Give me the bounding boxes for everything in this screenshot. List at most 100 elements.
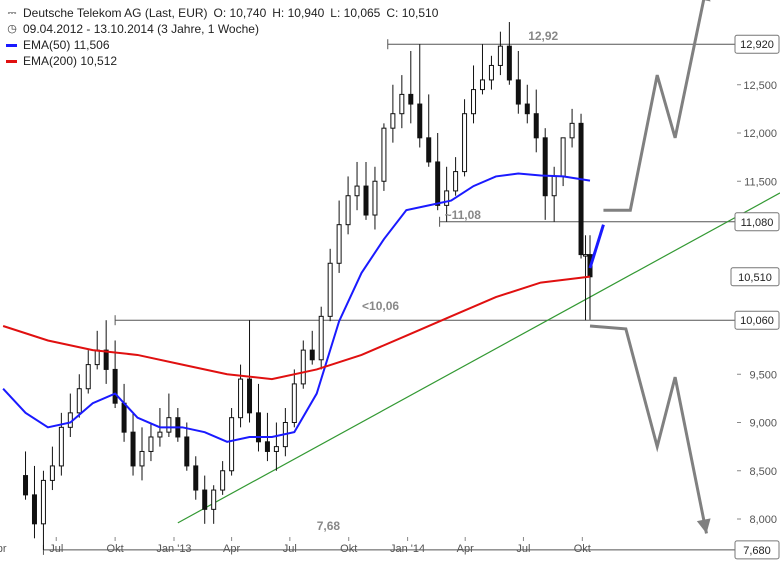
candle-body [121, 402, 127, 433]
candle-body [166, 417, 172, 433]
y-tick-label: 12,000 [743, 128, 777, 140]
candle-body [58, 426, 64, 467]
clock-icon: ◷ [7, 23, 17, 35]
legend-period-row: ◷ 09.04.2012 - 13.10.2014 (3 Jahre, 1 Wo… [6, 21, 438, 37]
candle-body [533, 113, 539, 139]
legend-ema50-row: EMA(50) 11,506 [6, 37, 438, 53]
y-tick-label: 9,000 [749, 418, 777, 430]
instrument-name: Deutsche Telekom AG (Last, EUR) [23, 6, 208, 20]
chart-legend: ⎓ Deutsche Telekom AG (Last, EUR) O: 10,… [6, 5, 438, 69]
candle-body [363, 185, 369, 216]
level-label-box [734, 540, 780, 560]
x-tick-label: Apr [223, 543, 240, 555]
ema50-line [2, 172, 591, 443]
candle-body [49, 465, 55, 481]
candle-body [327, 262, 333, 317]
close-value: 10,510 [401, 6, 439, 20]
y-tick-label: 9,500 [749, 369, 777, 381]
candle-body [31, 494, 37, 525]
ema50-swatch [6, 43, 17, 47]
period-text: 09.04.2012 - 13.10.2014 (3 Jahre, 1 Woch… [23, 22, 259, 36]
level-annotation: ~11,08 [445, 208, 482, 222]
candle-body [157, 431, 163, 438]
scenario-bullish-arrowhead [703, 0, 711, 2]
candle-body [479, 79, 485, 91]
level-label: 11,080 [741, 217, 774, 229]
x-tick-label: Jan '13 [156, 543, 191, 555]
high-label: H: [272, 6, 285, 20]
level-label-box [734, 212, 780, 232]
scenario-rebound-path [588, 224, 605, 269]
candle-body [184, 436, 190, 467]
candle-body [583, 254, 589, 257]
x-tick-label: Jul [283, 543, 297, 555]
candle-body [372, 180, 378, 216]
y-tick-label: 12,500 [743, 80, 777, 92]
level-annotation: <10,06 [362, 299, 399, 313]
x-tick-label: Okt [574, 543, 591, 555]
y-tick-label: 8,000 [749, 514, 777, 526]
ema200-value: 10,512 [80, 54, 118, 68]
candlestick-icon: ⎓ [7, 7, 17, 19]
candle-body [524, 103, 530, 115]
legend-ema200-row: EMA(200) 10,512 [6, 53, 438, 69]
level-annotations: 12,92 ~11,08 <10,06 7,68 [317, 29, 559, 533]
candle-body [273, 446, 279, 452]
scenario-bullish-path [603, 0, 706, 212]
level-annotation: 12,92 [528, 29, 558, 43]
candle-body [238, 378, 244, 419]
candle-body [139, 450, 145, 467]
x-tick-label: Okt [107, 543, 124, 555]
candle-body [381, 127, 387, 182]
candle-body [40, 479, 46, 525]
candle-body [291, 383, 297, 423]
x-tick-label: Okt [340, 543, 357, 555]
ema-lines [2, 172, 591, 443]
candle-body [300, 349, 306, 385]
current-value-label: 10,510 [738, 272, 772, 284]
trendline-layer [177, 192, 780, 524]
candle-body [435, 161, 441, 206]
candle-body [336, 224, 342, 264]
candle-body [515, 79, 521, 105]
candle-body [220, 470, 226, 491]
candle-body [542, 137, 548, 197]
y-tick-label: 8,500 [749, 466, 777, 478]
x-tick-label: Jul [49, 543, 63, 555]
candle-body [506, 45, 512, 81]
candle-body [462, 113, 468, 173]
trendline-extension [589, 192, 780, 298]
candle-body [94, 349, 100, 366]
candle-body [193, 465, 199, 491]
candle-body [417, 103, 423, 139]
x-tick-label: Apr [457, 543, 474, 555]
ema200-swatch [6, 59, 17, 63]
level-label-box [734, 310, 780, 330]
candle-body [130, 431, 136, 467]
y-tick-label: 11,500 [744, 176, 777, 188]
candle-body [497, 45, 503, 66]
level-annotation: 7,68 [317, 519, 341, 533]
ema200-line [2, 275, 591, 381]
horizontal-levels [42, 39, 735, 555]
ema50-value: 11,506 [73, 38, 110, 52]
candle-body [112, 368, 118, 404]
current-value-box [730, 267, 780, 287]
low-value: 10,065 [343, 6, 381, 20]
x-tick-label: Jan '14 [390, 543, 425, 555]
candle-body [85, 364, 91, 390]
x-tick-label: Jul [516, 543, 530, 555]
candle-body [229, 417, 235, 472]
candle-body [578, 122, 584, 256]
legend-title-row: ⎓ Deutsche Telekom AG (Last, EUR) O: 10,… [6, 5, 439, 21]
candle-body [148, 436, 154, 452]
candle-body [309, 349, 315, 361]
candle-body [453, 171, 459, 192]
close-label: C: [386, 6, 399, 20]
ema200-label: EMA(200) [23, 54, 78, 68]
candle-body [202, 489, 208, 510]
candle-body [471, 89, 477, 115]
candle-body [399, 93, 405, 115]
